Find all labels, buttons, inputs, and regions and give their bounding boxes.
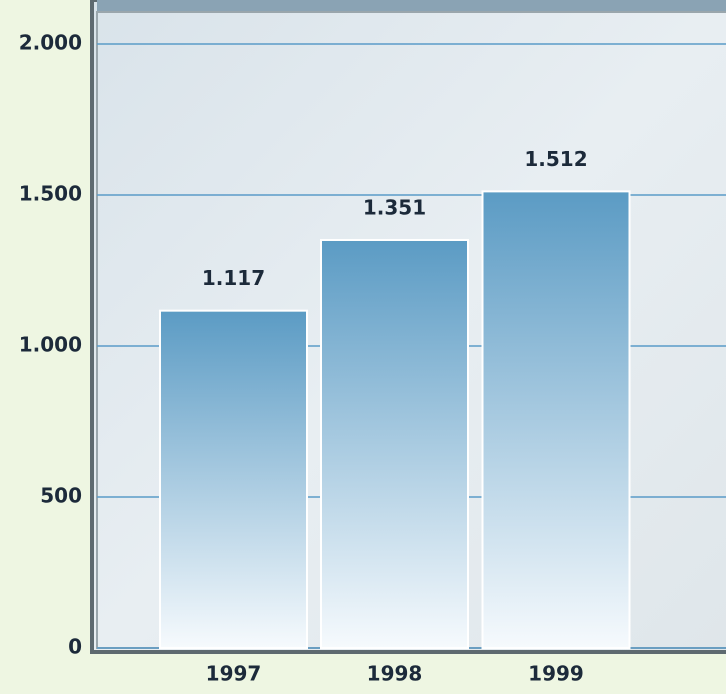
y-tick-label: 1.000 bbox=[19, 333, 82, 357]
x-tick-label: 1997 bbox=[206, 662, 262, 686]
x-tick-label: 1998 bbox=[367, 662, 423, 686]
value-label: 1.512 bbox=[524, 147, 587, 171]
x-tick-label: 1999 bbox=[528, 662, 584, 686]
top-strip bbox=[97, 0, 726, 12]
bar bbox=[483, 191, 630, 648]
value-label: 1.351 bbox=[363, 195, 426, 219]
bar bbox=[321, 240, 468, 648]
value-label: 1.117 bbox=[202, 266, 265, 290]
chart: 0 500 1.000 1.500 2.000 1.117 1997 1.351 1998 1.5… bbox=[0, 0, 726, 694]
page: 0 500 1.000 1.500 2.000 1.117 1997 1.351 1998 1.5… bbox=[0, 0, 726, 694]
y-tick-label: 0 bbox=[68, 635, 82, 659]
y-tick-label: 1.500 bbox=[19, 182, 82, 206]
y-tick-label: 2.000 bbox=[19, 31, 82, 55]
y-tick-label: 500 bbox=[40, 484, 82, 508]
bar bbox=[160, 311, 307, 648]
